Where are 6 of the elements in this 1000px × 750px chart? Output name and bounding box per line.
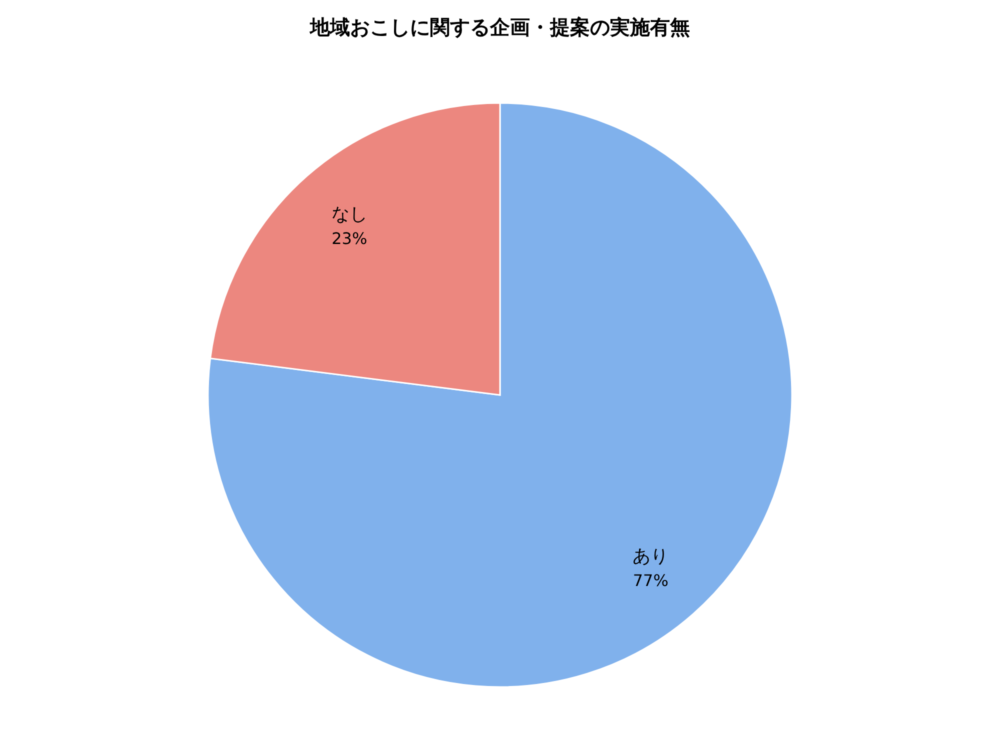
pie-slice [207, 102, 792, 688]
slice-label: あり [632, 546, 669, 567]
chart-title: 地域おこしに関する企画・提案の実施有無 [309, 15, 690, 39]
data-label: 23% [332, 229, 368, 248]
data-label: 77% [632, 570, 668, 590]
slice-label: なし [331, 204, 368, 226]
